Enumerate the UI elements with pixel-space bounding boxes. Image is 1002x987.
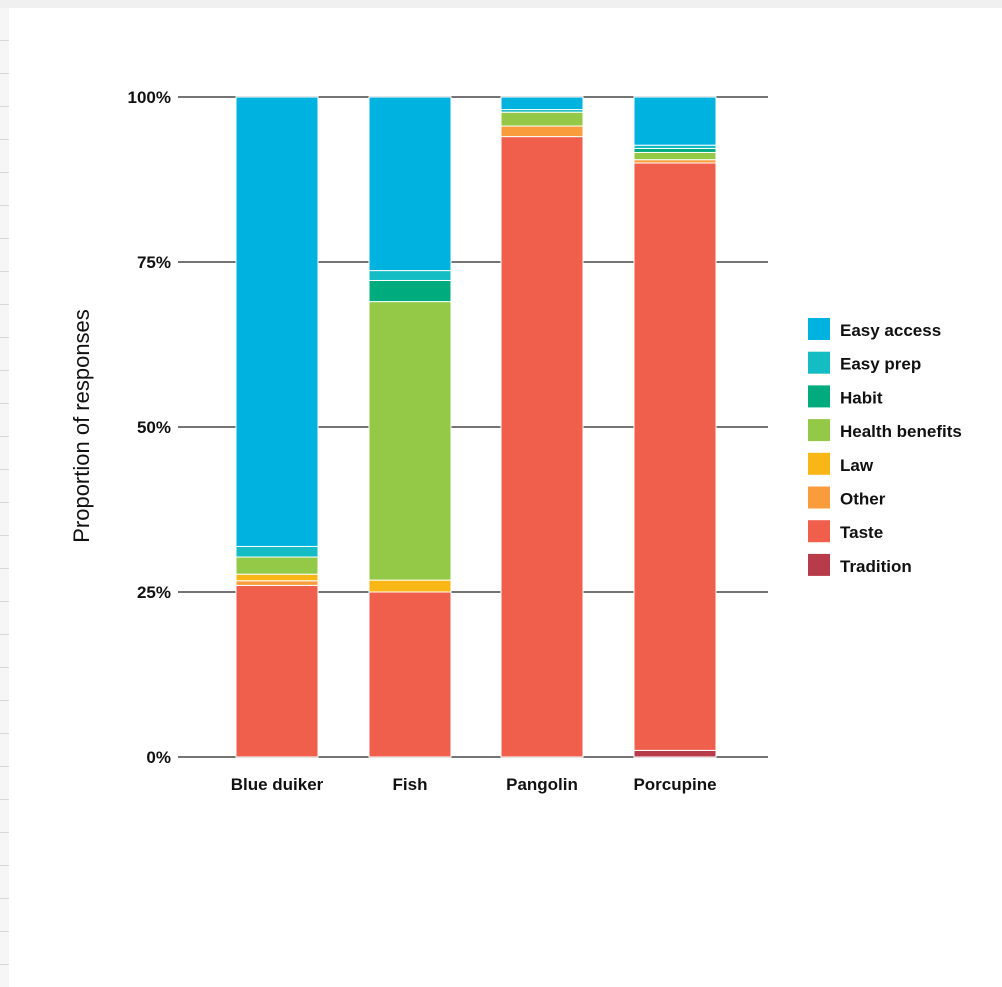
y-tick-label: 100% <box>128 88 171 107</box>
bar-segment-tradition <box>633 749 717 758</box>
bar-segment-other <box>235 580 319 586</box>
bar-segment-health-benefits <box>633 151 717 161</box>
bar-segment-easy-access <box>235 96 319 547</box>
legend-label: Easy access <box>840 321 941 340</box>
top-strip <box>0 0 1002 8</box>
legend-swatch <box>808 520 830 543</box>
legend-item-taste: Taste <box>808 520 883 543</box>
bar-stack-porcupine <box>633 96 717 758</box>
legend-item-habit: Habit <box>808 385 883 408</box>
legend-label: Taste <box>840 523 883 542</box>
y-tick-label: 25% <box>137 583 171 602</box>
bar-stack-fish <box>368 96 452 758</box>
x-tick-label: Porcupine <box>633 775 716 794</box>
bar-stack-pangolin <box>500 96 584 758</box>
legend-label: Other <box>840 490 886 509</box>
x-tick-label: Blue duiker <box>231 775 324 794</box>
legend-label: Easy prep <box>840 355 921 374</box>
legend-label: Tradition <box>840 557 912 576</box>
legend-swatch <box>808 318 830 340</box>
bar-segment-taste <box>500 136 584 758</box>
legend-item-easy-prep: Easy prep <box>808 351 921 374</box>
bar-segment-law <box>368 579 452 593</box>
legend-swatch <box>808 351 830 374</box>
bar-segment-taste <box>368 591 452 758</box>
bar-segment-easy-access <box>500 96 584 111</box>
bar-segment-habit <box>368 279 452 303</box>
bar-segment-habit <box>633 147 717 153</box>
legend: Easy access Easy prep Habit Health benefits… <box>808 318 962 576</box>
x-tick-label: Pangolin <box>506 775 578 794</box>
bar-segment-easy-access <box>633 96 717 146</box>
bar-segment-easy-access <box>368 96 452 272</box>
legend-swatch <box>808 452 830 475</box>
left-strip <box>0 8 9 987</box>
legend-item-law: Law <box>808 452 874 475</box>
legend-label: Law <box>840 456 874 475</box>
bar-segment-health-benefits <box>368 301 452 581</box>
bar-segment-health-benefits <box>500 111 584 127</box>
bar-segment-law <box>235 573 319 582</box>
legend-label: Health benefits <box>840 422 962 441</box>
x-tick-label: Fish <box>393 775 428 794</box>
bar-segment-taste <box>633 162 717 751</box>
x-tick-labels: Blue duiker Fish Pangolin Porcupine <box>231 775 717 794</box>
legend-label: Habit <box>840 388 883 407</box>
legend-swatch <box>808 385 830 408</box>
legend-swatch <box>808 486 830 509</box>
bar-segment-other <box>500 125 584 138</box>
legend-item-easy-access: Easy access <box>808 318 941 340</box>
y-tick-labels: 0% 25% 50% 75% 100% <box>128 88 171 767</box>
y-tick-label: 50% <box>137 418 171 437</box>
legend-swatch <box>808 419 830 442</box>
bars <box>235 96 717 758</box>
bar-segment-easy-prep <box>235 545 319 558</box>
y-tick-label: 75% <box>137 253 171 272</box>
legend-item-health-benefits: Health benefits <box>808 419 962 442</box>
y-axis-label: Proportion of responses <box>69 309 94 543</box>
bar-segment-taste <box>235 584 319 758</box>
bar-segment-health-benefits <box>235 556 319 575</box>
legend-item-other: Other <box>808 486 886 509</box>
bar-segment-easy-prep <box>368 270 452 281</box>
y-tick-label: 0% <box>146 748 171 767</box>
legend-item-tradition: Tradition <box>808 553 912 576</box>
bar-stack-blue-duiker <box>235 96 319 758</box>
legend-swatch <box>808 553 830 576</box>
